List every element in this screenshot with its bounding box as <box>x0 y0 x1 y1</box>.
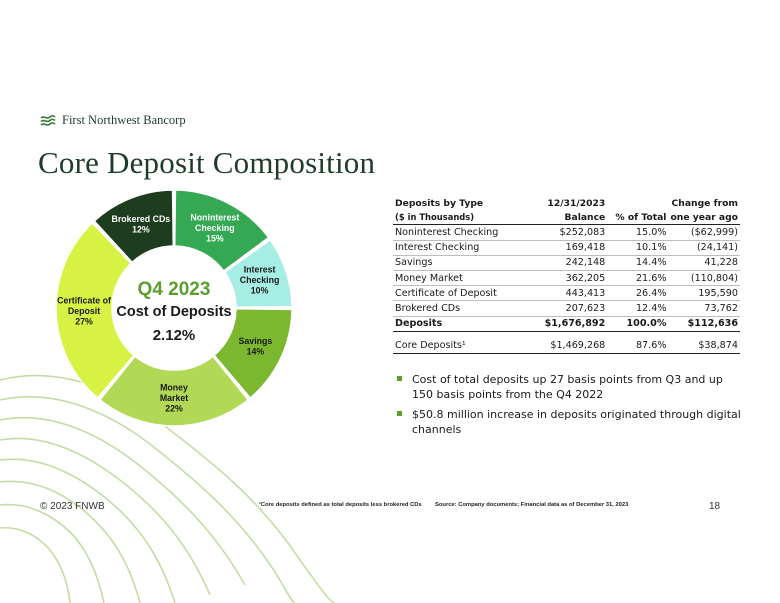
center-period: Q4 2023 <box>138 279 211 300</box>
table-total-row: Deposits $1,676,892 100.0% $112,636 <box>393 316 740 332</box>
brand-logo: First Northwest Bancorp <box>40 113 186 128</box>
table-core-row: Core Deposits¹ $1,469,268 87.6% $38,874 <box>393 338 740 354</box>
brand-name: First Northwest Bancorp <box>62 113 186 127</box>
table-spacer <box>393 331 740 339</box>
row-balance: $252,083 <box>537 224 608 241</box>
row-balance: 362,205 <box>537 270 608 287</box>
table-header-row: Deposits by Type 12/31/2023 Change from <box>393 196 740 210</box>
row-change: (110,804) <box>668 270 740 287</box>
header-units: ($ in Thousands) <box>393 210 538 226</box>
table-row: Certificate of Deposit 443,413 26.4% 195… <box>393 285 740 302</box>
donut-labels: Noninterest Checking 15%Interest Checking 10… <box>57 212 279 413</box>
bullet-square-icon <box>397 376 402 381</box>
row-label: Noninterest Checking <box>393 224 538 241</box>
footer-copyright: © 2023 FNWB <box>40 501 105 512</box>
table-row: Savings 242,148 14.4% 41,228 <box>393 255 740 271</box>
table-subheader-row: ($ in Thousands) Balance % of Total one … <box>393 210 740 226</box>
bullet-text: Cost of total deposits up 27 basis point… <box>412 373 723 401</box>
row-pct: 21.6% <box>607 270 669 287</box>
slice-brokered-cds <box>93 189 175 264</box>
decorative-contour-lines <box>0 374 336 603</box>
row-change: ($62,999) <box>668 224 740 241</box>
page-title: Core Deposit Composition <box>38 145 376 180</box>
total-pct: 100.0% <box>607 316 669 332</box>
slice-noninterest-checking <box>173 189 270 273</box>
row-label: Interest Checking <box>393 240 538 256</box>
row-label: Brokered CDs <box>393 300 538 317</box>
row-change: 195,590 <box>668 285 740 302</box>
donut-slices <box>55 189 293 427</box>
slice-money-market <box>98 355 250 427</box>
slice-certificate-of-deposit <box>55 221 135 400</box>
footer-source: Source: Company documents; Financial dat… <box>435 502 629 508</box>
slice-label-certificate-of-deposit: Certificate of Deposit 27% <box>57 295 111 326</box>
bullet-item: Cost of total deposits up 27 basis point… <box>396 372 746 402</box>
row-label: Savings <box>393 255 538 271</box>
header-date: 12/31/2023 <box>547 197 606 209</box>
slice-label-noninterest-checking: Noninterest Checking 15% <box>190 212 239 243</box>
slice-savings <box>213 307 293 400</box>
total-balance: $1,676,892 <box>537 316 608 332</box>
row-change: (24,141) <box>668 240 740 256</box>
deposit-donut-chart: Noninterest Checking 15%Interest Checking 10… <box>55 189 293 427</box>
row-change: 41,228 <box>668 255 740 271</box>
row-change: 73,762 <box>668 300 740 317</box>
slice-interest-checking <box>223 238 293 309</box>
header-pct-total: % of Total <box>607 210 669 226</box>
table-row: Interest Checking 169,418 10.1% (24,141) <box>393 240 740 256</box>
bullet-square-icon <box>397 411 402 416</box>
table-row: Money Market 362,205 21.6% (110,804) <box>393 270 740 287</box>
header-deposits-by-type: Deposits by Type <box>395 197 484 209</box>
table-row: Noninterest Checking $252,083 15.0% ($62… <box>393 224 740 241</box>
core-balance: $1,469,268 <box>537 338 608 354</box>
slice-label-interest-checking: Interest Checking 10% <box>240 265 280 296</box>
row-balance: 207,623 <box>537 300 608 317</box>
row-pct: 10.1% <box>607 240 669 256</box>
row-label: Certificate of Deposit <box>393 285 538 302</box>
header-change-from: Change from <box>671 197 738 209</box>
core-change: $38,874 <box>668 338 740 354</box>
page-number: 18 <box>709 501 721 512</box>
slice-label-brokered-cds: Brokered CDs 12% <box>112 214 171 235</box>
row-balance: 242,148 <box>537 255 608 271</box>
header-blank <box>607 196 668 210</box>
wave-logo-icon <box>40 114 56 126</box>
footer-footnote: ¹Core deposits defined as total deposits… <box>259 502 422 508</box>
header-one-year-ago: one year ago <box>668 210 740 226</box>
row-balance: 169,418 <box>537 240 608 256</box>
slice-label-savings: Savings 14% <box>239 336 273 357</box>
total-label: Deposits <box>393 316 538 332</box>
center-metric-value: 2.12% <box>153 327 196 344</box>
slice-label-money-market: Money Market 22% <box>160 383 188 414</box>
row-pct: 14.4% <box>607 255 669 271</box>
bullet-text: $50.8 million increase in deposits origi… <box>412 408 741 436</box>
row-pct: 26.4% <box>607 285 669 302</box>
core-pct: 87.6% <box>607 338 669 354</box>
core-label: Core Deposits¹ <box>393 338 538 354</box>
total-change: $112,636 <box>668 316 740 332</box>
deposits-table: Deposits by Type 12/31/2023 Change from … <box>393 196 740 354</box>
row-label: Money Market <box>393 270 538 287</box>
header-balance: Balance <box>537 210 608 226</box>
row-balance: 443,413 <box>537 285 608 302</box>
key-points-list: Cost of total deposits up 27 basis point… <box>396 372 746 442</box>
row-pct: 12.4% <box>607 300 669 317</box>
center-metric-label: Cost of Deposits <box>116 304 231 320</box>
row-pct: 15.0% <box>607 224 669 241</box>
table-row: Brokered CDs 207,623 12.4% 73,762 <box>393 300 740 317</box>
bullet-item: $50.8 million increase in deposits origi… <box>396 407 746 437</box>
